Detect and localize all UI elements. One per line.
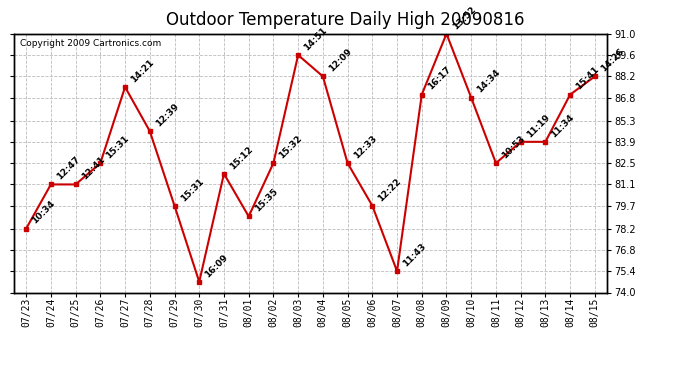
Text: 12:09: 12:09 xyxy=(327,47,354,74)
Text: 11:34: 11:34 xyxy=(549,112,576,139)
Text: Outdoor Temperature Daily High 20090816: Outdoor Temperature Daily High 20090816 xyxy=(166,11,524,29)
Text: Copyright 2009 Cartronics.com: Copyright 2009 Cartronics.com xyxy=(20,39,161,48)
Text: 14:51: 14:51 xyxy=(302,26,329,52)
Text: 12:22: 12:22 xyxy=(377,176,403,203)
Text: 15:32: 15:32 xyxy=(277,134,304,160)
Text: 15:35: 15:35 xyxy=(253,187,279,214)
Text: 14:21: 14:21 xyxy=(129,57,156,84)
Text: 11:43: 11:43 xyxy=(401,242,428,268)
Text: 14:34: 14:34 xyxy=(475,68,502,95)
Text: 12:33: 12:33 xyxy=(352,134,378,160)
Text: 15:31: 15:31 xyxy=(104,134,131,160)
Text: 10:53: 10:53 xyxy=(500,134,526,160)
Text: 10:34: 10:34 xyxy=(30,199,57,226)
Text: 14:26: 14:26 xyxy=(599,47,626,74)
Text: 12:39: 12:39 xyxy=(154,102,181,128)
Text: 16:09: 16:09 xyxy=(204,252,230,279)
Text: 15:41: 15:41 xyxy=(574,65,601,92)
Text: 13:52: 13:52 xyxy=(451,4,477,31)
Text: 15:31: 15:31 xyxy=(179,176,206,203)
Text: 12:47: 12:47 xyxy=(55,155,82,182)
Text: 12:41: 12:41 xyxy=(80,155,106,182)
Text: 11:19: 11:19 xyxy=(525,112,551,139)
Text: 16:17: 16:17 xyxy=(426,65,453,92)
Text: 15:12: 15:12 xyxy=(228,144,255,171)
